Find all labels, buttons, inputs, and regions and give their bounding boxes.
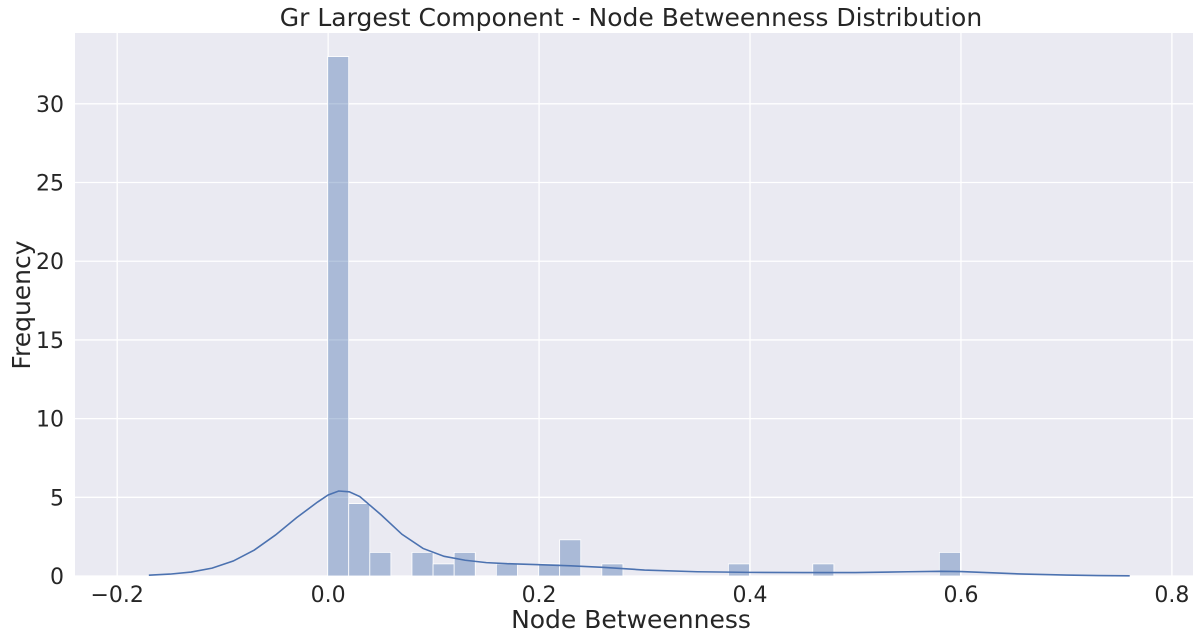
y-tick-label: 0 (50, 565, 64, 590)
y-tick-label: 5 (50, 486, 64, 511)
y-tick-label: 15 (36, 329, 64, 354)
histogram-bar (327, 56, 350, 577)
x-axis-label: Node Betweenness (511, 605, 751, 634)
histogram-bar (601, 563, 624, 577)
histogram-bars (327, 56, 961, 577)
chart-title: Gr Largest Component - Node Betweenness … (280, 3, 982, 32)
y-tick-label: 10 (36, 408, 64, 433)
histogram-bar (453, 551, 476, 577)
y-tick-label: 25 (36, 172, 64, 197)
x-tick-label: 0.6 (943, 583, 978, 608)
histogram-bar (432, 563, 455, 577)
x-tick-label: −0.2 (90, 583, 143, 608)
kde-curve (148, 490, 1130, 577)
histogram-bar (348, 503, 371, 577)
y-tick-label: 30 (36, 93, 64, 118)
histogram-bar (938, 551, 961, 577)
histogram-bar (559, 539, 582, 577)
x-tick-label: 0.0 (311, 583, 346, 608)
histogram-bar (495, 563, 518, 577)
histogram-bar (411, 551, 434, 577)
histogram-bar (727, 563, 750, 577)
x-tick-label: 0.2 (522, 583, 557, 608)
y-tick-label: 20 (36, 250, 64, 275)
histogram-bar (812, 563, 835, 577)
x-tick-label: 0.4 (733, 583, 768, 608)
y-axis-label: Frequency (7, 240, 36, 369)
grid (75, 33, 1193, 577)
x-axis-ticks: −0.2 0.0 0.2 0.4 0.6 0.8 (90, 583, 1189, 608)
x-tick-label: 0.8 (1154, 583, 1189, 608)
histogram-bar (369, 551, 392, 577)
y-axis-ticks: 0 5 10 15 20 25 30 (36, 93, 64, 590)
plot-background (75, 33, 1193, 576)
